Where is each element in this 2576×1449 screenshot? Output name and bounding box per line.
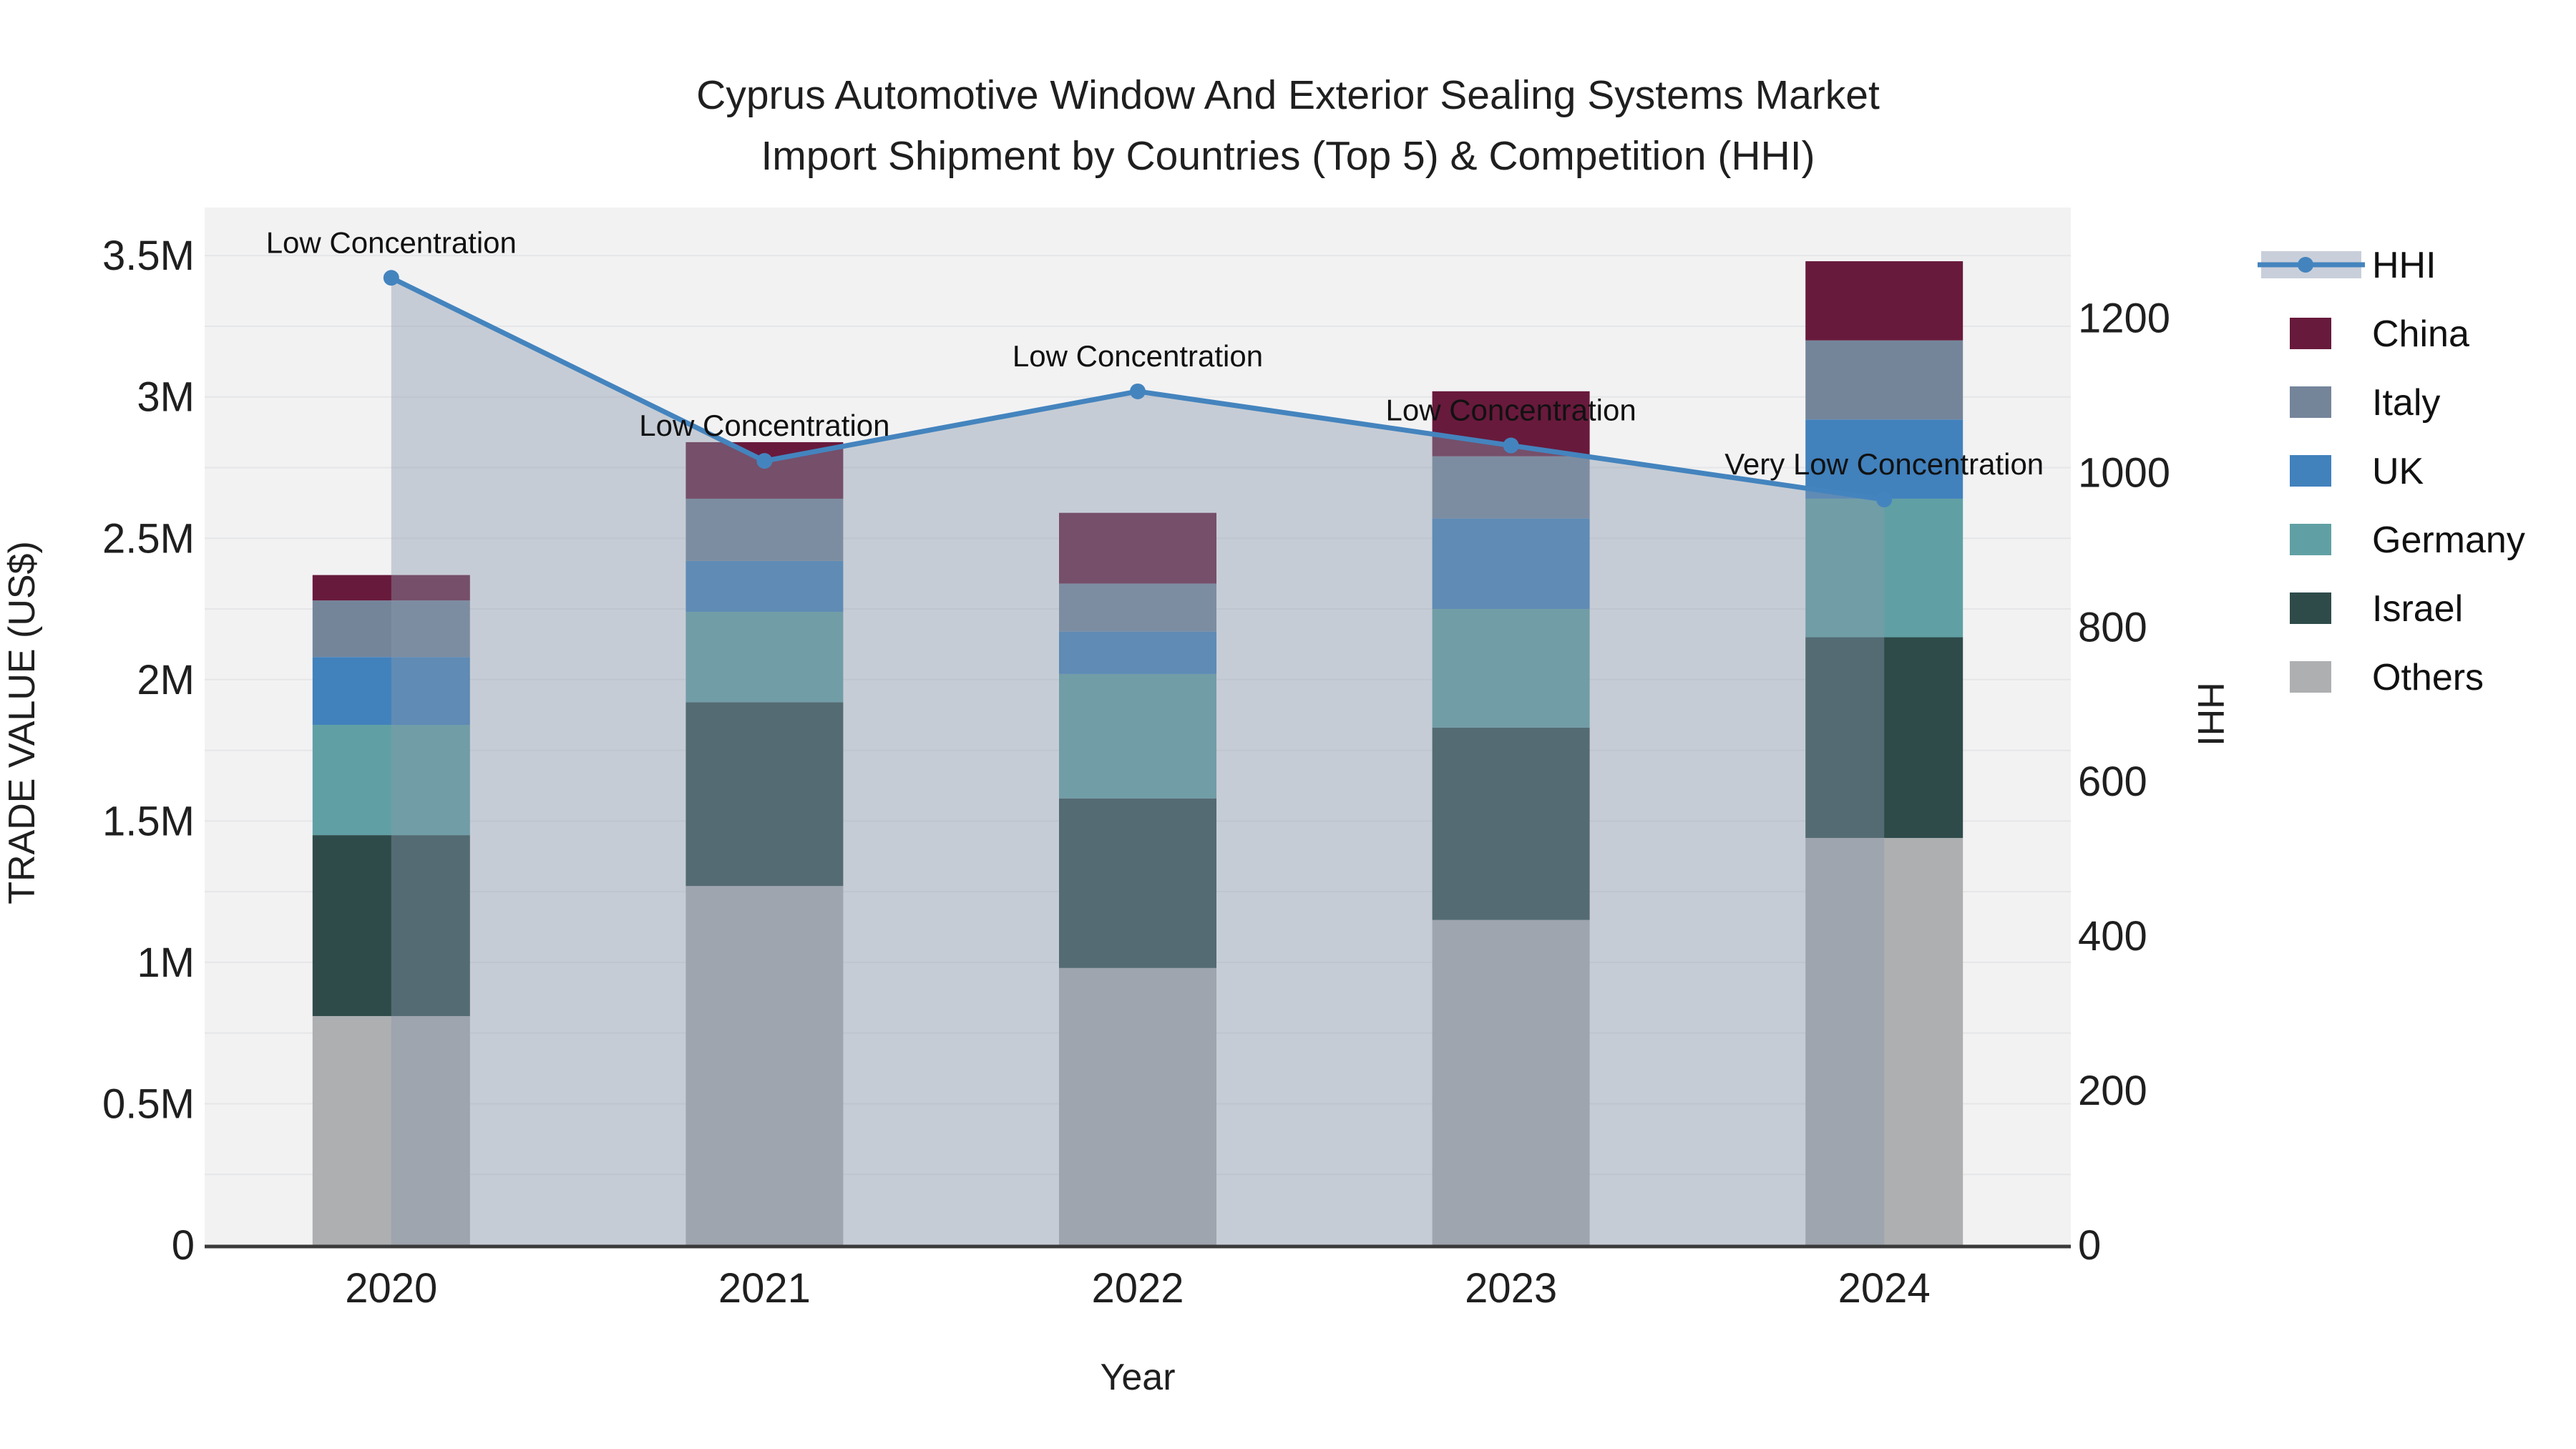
y-left-tick-label: 0 — [172, 1222, 195, 1269]
bar-segment-germany-2022 — [1059, 673, 1216, 799]
legend-label-italy: Italy — [2372, 382, 2440, 424]
bar-segment-israel-2021 — [686, 702, 844, 887]
x-tick-label-2024: 2024 — [1838, 1265, 1931, 1312]
bar-segment-israel-2023 — [1432, 727, 1590, 920]
legend-label-hhi: HHI — [2372, 245, 2436, 286]
y-left-tick-label: 1M — [137, 940, 195, 986]
y-left-tick-label: 1.5M — [102, 798, 195, 844]
bar-segment-germany-2024 — [1805, 498, 1963, 638]
y-left-tick-label: 2M — [137, 657, 195, 703]
legend-item-others[interactable]: Others — [2290, 657, 2484, 698]
y-right-tick-label: 0 — [2078, 1222, 2101, 1269]
y-right-tick-label: 800 — [2078, 604, 2147, 650]
bar-segment-italy-2022 — [1059, 583, 1216, 632]
annotation-2023: Low Concentration — [1385, 394, 1636, 427]
bar-segment-israel-2020 — [312, 835, 470, 1016]
bar-segment-italy-2021 — [686, 498, 844, 561]
bar-segment-uk-2023 — [1432, 518, 1590, 610]
bar-segment-china-2020 — [312, 575, 470, 601]
y-right-tick-label: 1000 — [2078, 449, 2170, 496]
hhi-marker-2023 — [1503, 437, 1519, 454]
y-left-tick-label: 3.5M — [102, 233, 195, 279]
hhi-marker-2022 — [1130, 383, 1146, 399]
hhi-line-layer — [383, 270, 1893, 508]
legend-item-italy[interactable]: Italy — [2290, 382, 2440, 424]
y-right-tick-label: 1200 — [2078, 295, 2170, 341]
bar-segment-italy-2020 — [312, 600, 470, 658]
x-tick-label-2023: 2023 — [1465, 1265, 1557, 1312]
bar-segment-uk-2024 — [1805, 419, 1963, 499]
x-axis-title: Year — [1100, 1357, 1175, 1398]
bar-segment-others-2021 — [686, 886, 844, 1245]
annotation-2022: Low Concentration — [1013, 339, 1263, 373]
legend-swatch-china — [2290, 318, 2331, 349]
y-left-tick-label: 2.5M — [102, 515, 195, 562]
legend-label-germany: Germany — [2372, 519, 2525, 561]
bar-segment-uk-2021 — [686, 560, 844, 612]
bar-segment-uk-2020 — [312, 657, 470, 726]
x-tick-label-2022: 2022 — [1091, 1265, 1184, 1312]
bars-layer — [312, 261, 1963, 1245]
legend-item-hhi[interactable]: HHI — [2258, 245, 2436, 286]
legend-swatch-uk — [2290, 455, 2331, 487]
bar-segment-germany-2020 — [312, 725, 470, 836]
y-right-tick-label: 200 — [2078, 1068, 2147, 1114]
y-left-axis-title: TRADE VALUE (US$) — [1, 541, 43, 904]
annotation-2020: Low Concentration — [266, 225, 517, 259]
x-tick-label-2021: 2021 — [718, 1265, 811, 1312]
bar-segment-others-2023 — [1432, 919, 1590, 1245]
y-left-tick-label: 0.5M — [102, 1080, 195, 1127]
legend-label-others: Others — [2372, 657, 2484, 698]
bar-segment-china-2022 — [1059, 512, 1216, 584]
y-right-tick-label: 600 — [2078, 758, 2147, 805]
legend-label-israel: Israel — [2372, 588, 2463, 630]
chart-title-line1: Cyprus Automotive Window And Exterior Se… — [696, 72, 1880, 118]
bar-segment-germany-2023 — [1432, 609, 1590, 728]
bar-segment-uk-2022 — [1059, 631, 1216, 674]
legend-swatch-germany — [2290, 524, 2331, 555]
bar-segment-italy-2023 — [1432, 456, 1590, 519]
legend-swatch-others — [2290, 661, 2331, 693]
legend-swatch-israel — [2290, 592, 2331, 624]
legend-item-israel[interactable]: Israel — [2290, 588, 2463, 630]
x-tick-label-2020: 2020 — [345, 1265, 437, 1312]
hhi-area-fill — [391, 278, 1885, 1245]
annotation-2024: Very Low Concentration — [1724, 447, 2044, 481]
bar-segment-israel-2022 — [1059, 798, 1216, 968]
y-right-axis-title: HHI — [2190, 682, 2231, 746]
bar-segment-others-2022 — [1059, 967, 1216, 1245]
bar-segment-others-2020 — [312, 1015, 470, 1245]
annotations-layer: Low Concentration Low Concentration Low Co… — [266, 225, 2044, 481]
legend-item-china[interactable]: China — [2290, 313, 2469, 355]
legend: HHI China Italy UK Germany Israel Others — [2258, 245, 2525, 698]
legend-label-uk: UK — [2372, 451, 2424, 492]
annotation-2021: Low Concentration — [639, 409, 889, 442]
hhi-marker-2024 — [1876, 492, 1893, 508]
bar-segment-italy-2024 — [1805, 340, 1963, 420]
hhi-marker-2020 — [383, 270, 399, 286]
bar-segment-germany-2021 — [686, 611, 844, 703]
y-right-tick-label: 400 — [2078, 913, 2147, 960]
legend-label-china: China — [2372, 313, 2469, 355]
bar-segment-others-2024 — [1805, 838, 1963, 1245]
tick-labels-layer: 0 0.5M 1M 1.5M 2M 2.5M 3M 3.5M 0 200 400 600 800 1000… — [102, 233, 2170, 1312]
chart-title-line2: Import Shipment by Countries (Top 5) & C… — [761, 133, 1815, 179]
legend-hhi-marker — [2298, 257, 2313, 273]
legend-item-germany[interactable]: Germany — [2290, 519, 2525, 561]
bar-segment-israel-2024 — [1805, 637, 1963, 839]
y-left-tick-label: 3M — [137, 374, 195, 421]
legend-swatch-italy — [2290, 386, 2331, 418]
hhi-marker-2021 — [756, 453, 773, 469]
hhi-area-fill-layer — [391, 278, 1885, 1245]
legend-item-uk[interactable]: UK — [2290, 451, 2424, 492]
bar-segment-china-2024 — [1805, 261, 1963, 341]
